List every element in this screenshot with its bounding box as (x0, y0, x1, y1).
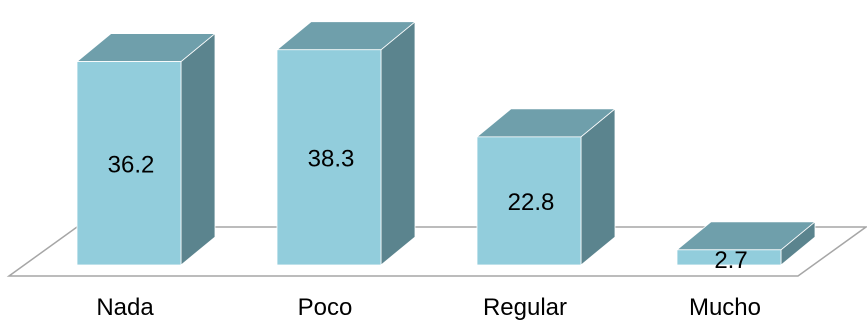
data-label: 38.3 (308, 145, 355, 172)
bar-side-face (180, 32, 216, 266)
bars-group: 36.2 38.3 22.8 2.7 (75, 20, 817, 274)
bar-front-face (76, 61, 182, 266)
bar-side-face (380, 20, 416, 266)
bar-mucho (675, 220, 817, 266)
category-labels-group: Nada Poco Regular Mucho (96, 294, 761, 321)
data-label: 36.2 (108, 151, 155, 178)
category-label: Mucho (689, 294, 761, 321)
category-label: Poco (298, 294, 353, 321)
category-label: Regular (483, 294, 567, 321)
bar-front-face (276, 49, 382, 266)
data-label: 2.7 (714, 247, 747, 274)
bar-poco (275, 20, 417, 266)
chart-floor (6, 226, 867, 277)
bar-front-face (676, 249, 782, 266)
bar-regular (475, 108, 617, 266)
category-label: Nada (96, 294, 154, 321)
bar-front-face (476, 136, 582, 266)
data-label: 22.8 (508, 189, 555, 216)
bar-nada (75, 32, 217, 266)
